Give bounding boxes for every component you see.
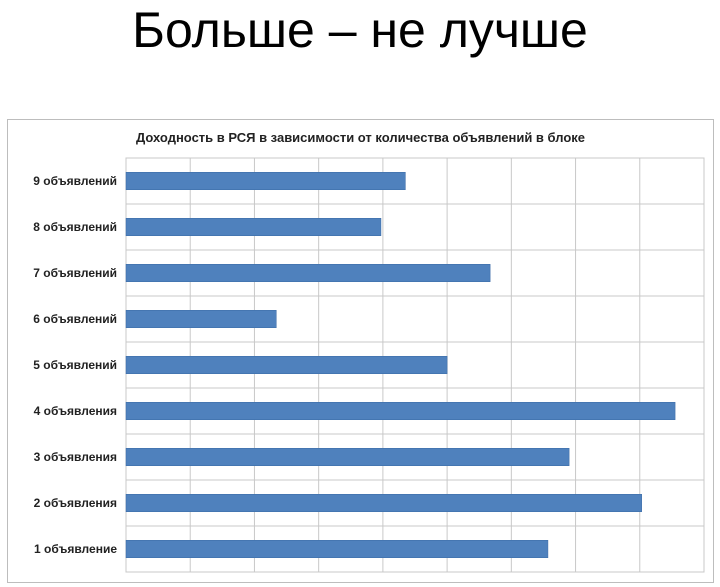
bar [125, 310, 277, 328]
bar [125, 264, 491, 282]
category-label: 9 объявлений [33, 174, 117, 188]
slide-title: Больше – не лучше [132, 2, 588, 58]
category-label: 2 объявления [34, 496, 117, 510]
chart-container: Доходность в РСЯ в зависимости от количе… [7, 119, 714, 583]
category-label: 7 объявлений [33, 266, 117, 280]
bar [125, 356, 448, 374]
category-label: 4 объявления [34, 404, 117, 418]
bar [125, 218, 382, 236]
category-label: 8 объявлений [33, 220, 117, 234]
bar [125, 540, 549, 558]
bar [125, 494, 642, 512]
bar-chart: 9 объявлений 8 объявлений 7 объявлений 6 об… [33, 157, 705, 573]
bar [125, 402, 676, 420]
bar [125, 172, 406, 190]
category-label: 3 объявления [34, 450, 117, 464]
bar [125, 448, 570, 466]
category-label: 5 объявлений [33, 358, 117, 372]
chart-title: Доходность в РСЯ в зависимости от количе… [135, 130, 585, 145]
category-label: 1 объявление [34, 542, 117, 556]
category-label: 6 объявлений [33, 312, 117, 326]
